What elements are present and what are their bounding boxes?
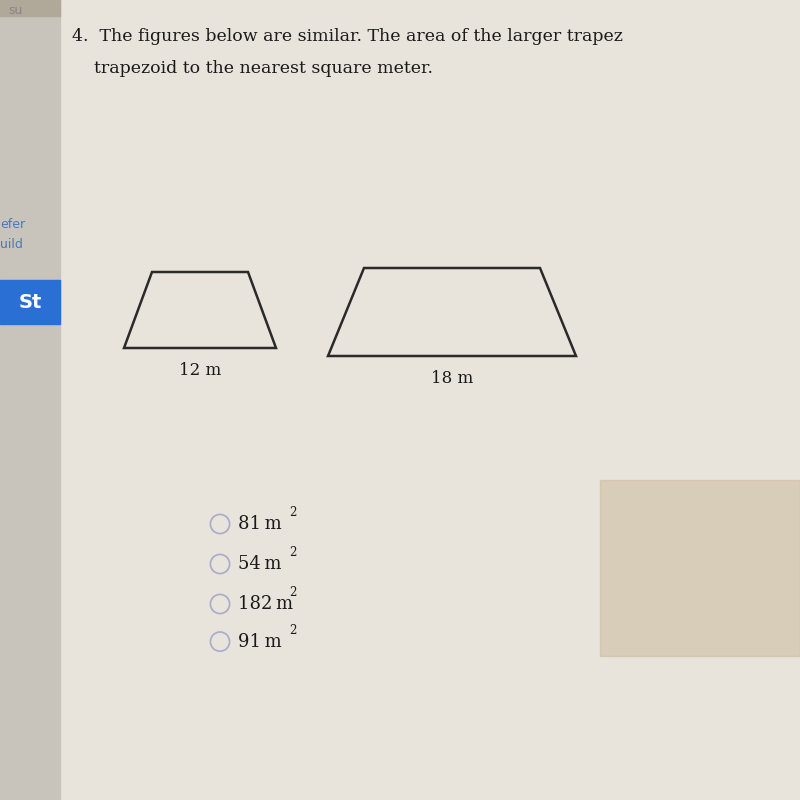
Text: trapezoid to the nearest square meter.: trapezoid to the nearest square meter.: [72, 60, 433, 77]
Bar: [600, 480, 800, 656]
Text: 81 m: 81 m: [238, 515, 282, 533]
Text: 2: 2: [290, 506, 297, 519]
Text: 91 m: 91 m: [238, 633, 282, 650]
Text: St: St: [18, 293, 42, 311]
Text: uild: uild: [0, 238, 23, 250]
Text: 2: 2: [290, 546, 297, 559]
Text: 54 m: 54 m: [238, 555, 281, 573]
Circle shape: [210, 514, 230, 534]
Bar: [0, 0, 60, 800]
Text: 2: 2: [290, 586, 297, 599]
Text: su: su: [8, 4, 22, 17]
Text: 18 m: 18 m: [431, 370, 473, 386]
Bar: [0, 280, 60, 324]
Circle shape: [210, 554, 230, 574]
Bar: [0, 0, 60, 16]
Circle shape: [210, 632, 230, 651]
Text: 182 m: 182 m: [238, 595, 293, 613]
Text: 2: 2: [290, 624, 297, 637]
Text: 4.  The figures below are similar. The area of the larger trapez: 4. The figures below are similar. The ar…: [72, 28, 623, 45]
Text: 12 m: 12 m: [179, 362, 221, 378]
Circle shape: [210, 594, 230, 614]
Text: Click: Click: [0, 286, 30, 298]
Text: efer: efer: [0, 218, 25, 230]
